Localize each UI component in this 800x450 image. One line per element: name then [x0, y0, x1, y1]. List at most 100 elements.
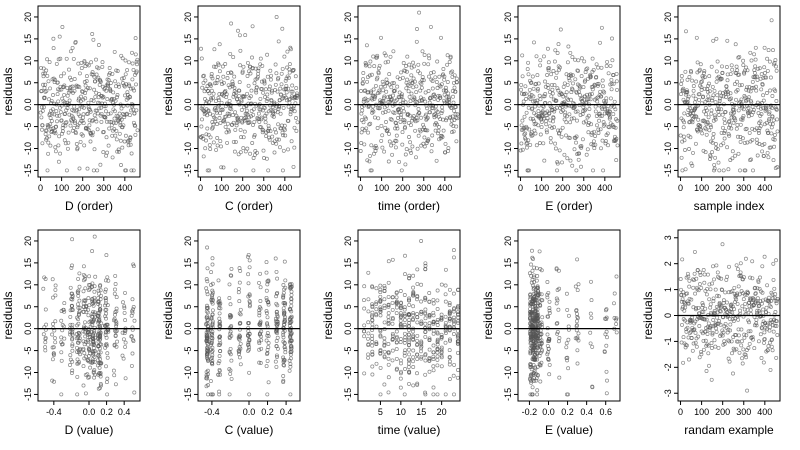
- data-point: [743, 168, 748, 173]
- data-point: [95, 127, 100, 132]
- data-point: [374, 340, 379, 345]
- data-point: [537, 363, 542, 367]
- data-point: [83, 277, 88, 281]
- data-point: [568, 120, 573, 125]
- x-tick-label: 200: [75, 183, 90, 193]
- data-point: [243, 33, 248, 38]
- data-point: [282, 358, 287, 363]
- data-point: [700, 131, 705, 136]
- data-point: [435, 342, 440, 347]
- data-point: [83, 339, 88, 344]
- data-point: [377, 63, 382, 68]
- data-point: [757, 66, 762, 71]
- data-point: [366, 343, 371, 347]
- data-point: [245, 74, 250, 78]
- data-point: [79, 60, 84, 65]
- data-point: [284, 83, 289, 88]
- data-point: [566, 44, 571, 49]
- data-point: [260, 130, 265, 135]
- data-point: [390, 317, 395, 322]
- data-point: [112, 316, 117, 321]
- data-point: [760, 149, 765, 154]
- data-point: [395, 84, 400, 89]
- data-point: [394, 329, 399, 334]
- data-point: [398, 318, 403, 323]
- data-point: [427, 336, 432, 341]
- data-point: [97, 82, 102, 87]
- data-point: [402, 318, 407, 322]
- data-point: [217, 296, 222, 301]
- data-point: [530, 74, 535, 79]
- data-point: [736, 333, 741, 338]
- data-point: [279, 92, 283, 97]
- data-point: [762, 254, 767, 259]
- data-point: [378, 290, 383, 295]
- data-point: [762, 45, 767, 50]
- data-point: [773, 58, 778, 63]
- data-point: [588, 311, 593, 316]
- data-point: [557, 67, 562, 72]
- data-point: [741, 63, 746, 68]
- data-point: [758, 124, 763, 129]
- data-point: [679, 74, 684, 78]
- data-point: [111, 90, 116, 95]
- data-point: [282, 340, 287, 345]
- data-point: [415, 371, 419, 376]
- data-point: [246, 342, 251, 347]
- y-tick-label: 10: [503, 56, 513, 66]
- data-point: [251, 107, 256, 112]
- data-point: [599, 146, 603, 151]
- data-point: [539, 332, 544, 337]
- data-point: [588, 97, 593, 102]
- data-point: [50, 111, 55, 116]
- data-point: [204, 370, 209, 375]
- data-point: [54, 61, 59, 66]
- data-point: [286, 118, 291, 123]
- data-point: [262, 79, 267, 84]
- data-point: [291, 67, 296, 72]
- data-point: [726, 119, 731, 124]
- data-point: [254, 90, 259, 95]
- data-point: [263, 116, 268, 121]
- data-point: [447, 337, 452, 342]
- data-point: [601, 168, 606, 173]
- data-point: [528, 142, 533, 147]
- data-point: [400, 130, 405, 135]
- data-point: [407, 337, 411, 342]
- data-point: [382, 349, 387, 354]
- data-point: [271, 114, 276, 119]
- data-point: [743, 256, 748, 261]
- data-point: [217, 116, 222, 120]
- data-point: [367, 73, 372, 78]
- data-point: [382, 342, 387, 347]
- data-point: [76, 348, 81, 353]
- y-tick-label: -10: [663, 142, 673, 155]
- x-tick-label: 0.4: [280, 407, 293, 417]
- data-point: [249, 109, 254, 113]
- data-point: [729, 304, 734, 309]
- data-point: [210, 322, 215, 327]
- data-point: [217, 42, 222, 47]
- data-point: [755, 286, 760, 291]
- data-point: [51, 345, 56, 350]
- data-point: [404, 64, 408, 68]
- data-point: [76, 335, 81, 340]
- data-point: [59, 74, 63, 79]
- x-tick-label: 0: [198, 183, 203, 193]
- data-point: [370, 364, 375, 369]
- x-tick-label: 0.4: [580, 407, 593, 417]
- data-point: [403, 335, 408, 340]
- y-axis-label: residuals: [321, 67, 335, 115]
- data-point: [102, 114, 107, 119]
- data-point: [126, 143, 131, 148]
- data-point: [79, 66, 84, 71]
- data-point: [717, 168, 722, 173]
- data-point: [223, 88, 228, 93]
- data-point: [736, 151, 741, 156]
- data-point: [275, 290, 280, 295]
- data-point: [532, 304, 537, 308]
- data-point: [371, 87, 376, 92]
- data-point: [104, 253, 109, 258]
- data-point: [707, 363, 711, 368]
- data-point: [68, 363, 72, 367]
